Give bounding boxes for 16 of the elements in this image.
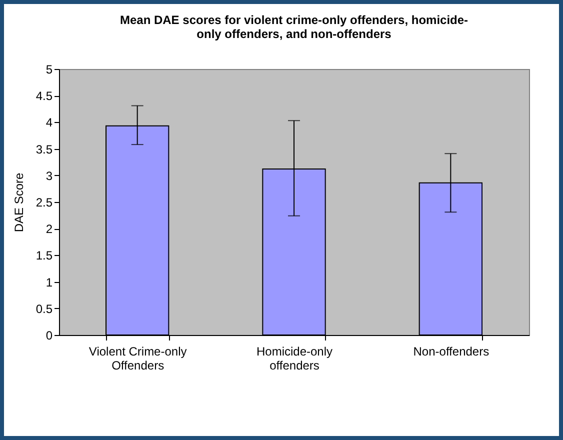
y-tick-label: 2.5 (36, 196, 53, 210)
y-tick-label: 1.5 (36, 248, 53, 263)
y-tick-label: 0.5 (36, 302, 53, 316)
y-tick-label: 0 (46, 328, 53, 342)
y-tick-label: 4.5 (36, 89, 53, 104)
y-tick-label: 1 (46, 275, 53, 290)
y-tick-label: 4 (46, 116, 53, 130)
y-tick-label: 3.5 (36, 142, 53, 156)
y-tick-label: 5 (46, 62, 53, 76)
x-tick-label: Homicide-only offenders (256, 344, 333, 372)
y-tick-label: 2 (46, 222, 53, 236)
y-axis-title: DAE Score (12, 172, 26, 232)
chart-title: Mean DAE scores for violent crime-only offenders, homicide-only offenders, and non-offenders (120, 13, 468, 41)
x-tick-label: Non-offenders (413, 344, 490, 358)
y-tick-label: 3 (46, 168, 53, 183)
x-tick-label: Violent Crime-only Offenders (88, 344, 187, 372)
